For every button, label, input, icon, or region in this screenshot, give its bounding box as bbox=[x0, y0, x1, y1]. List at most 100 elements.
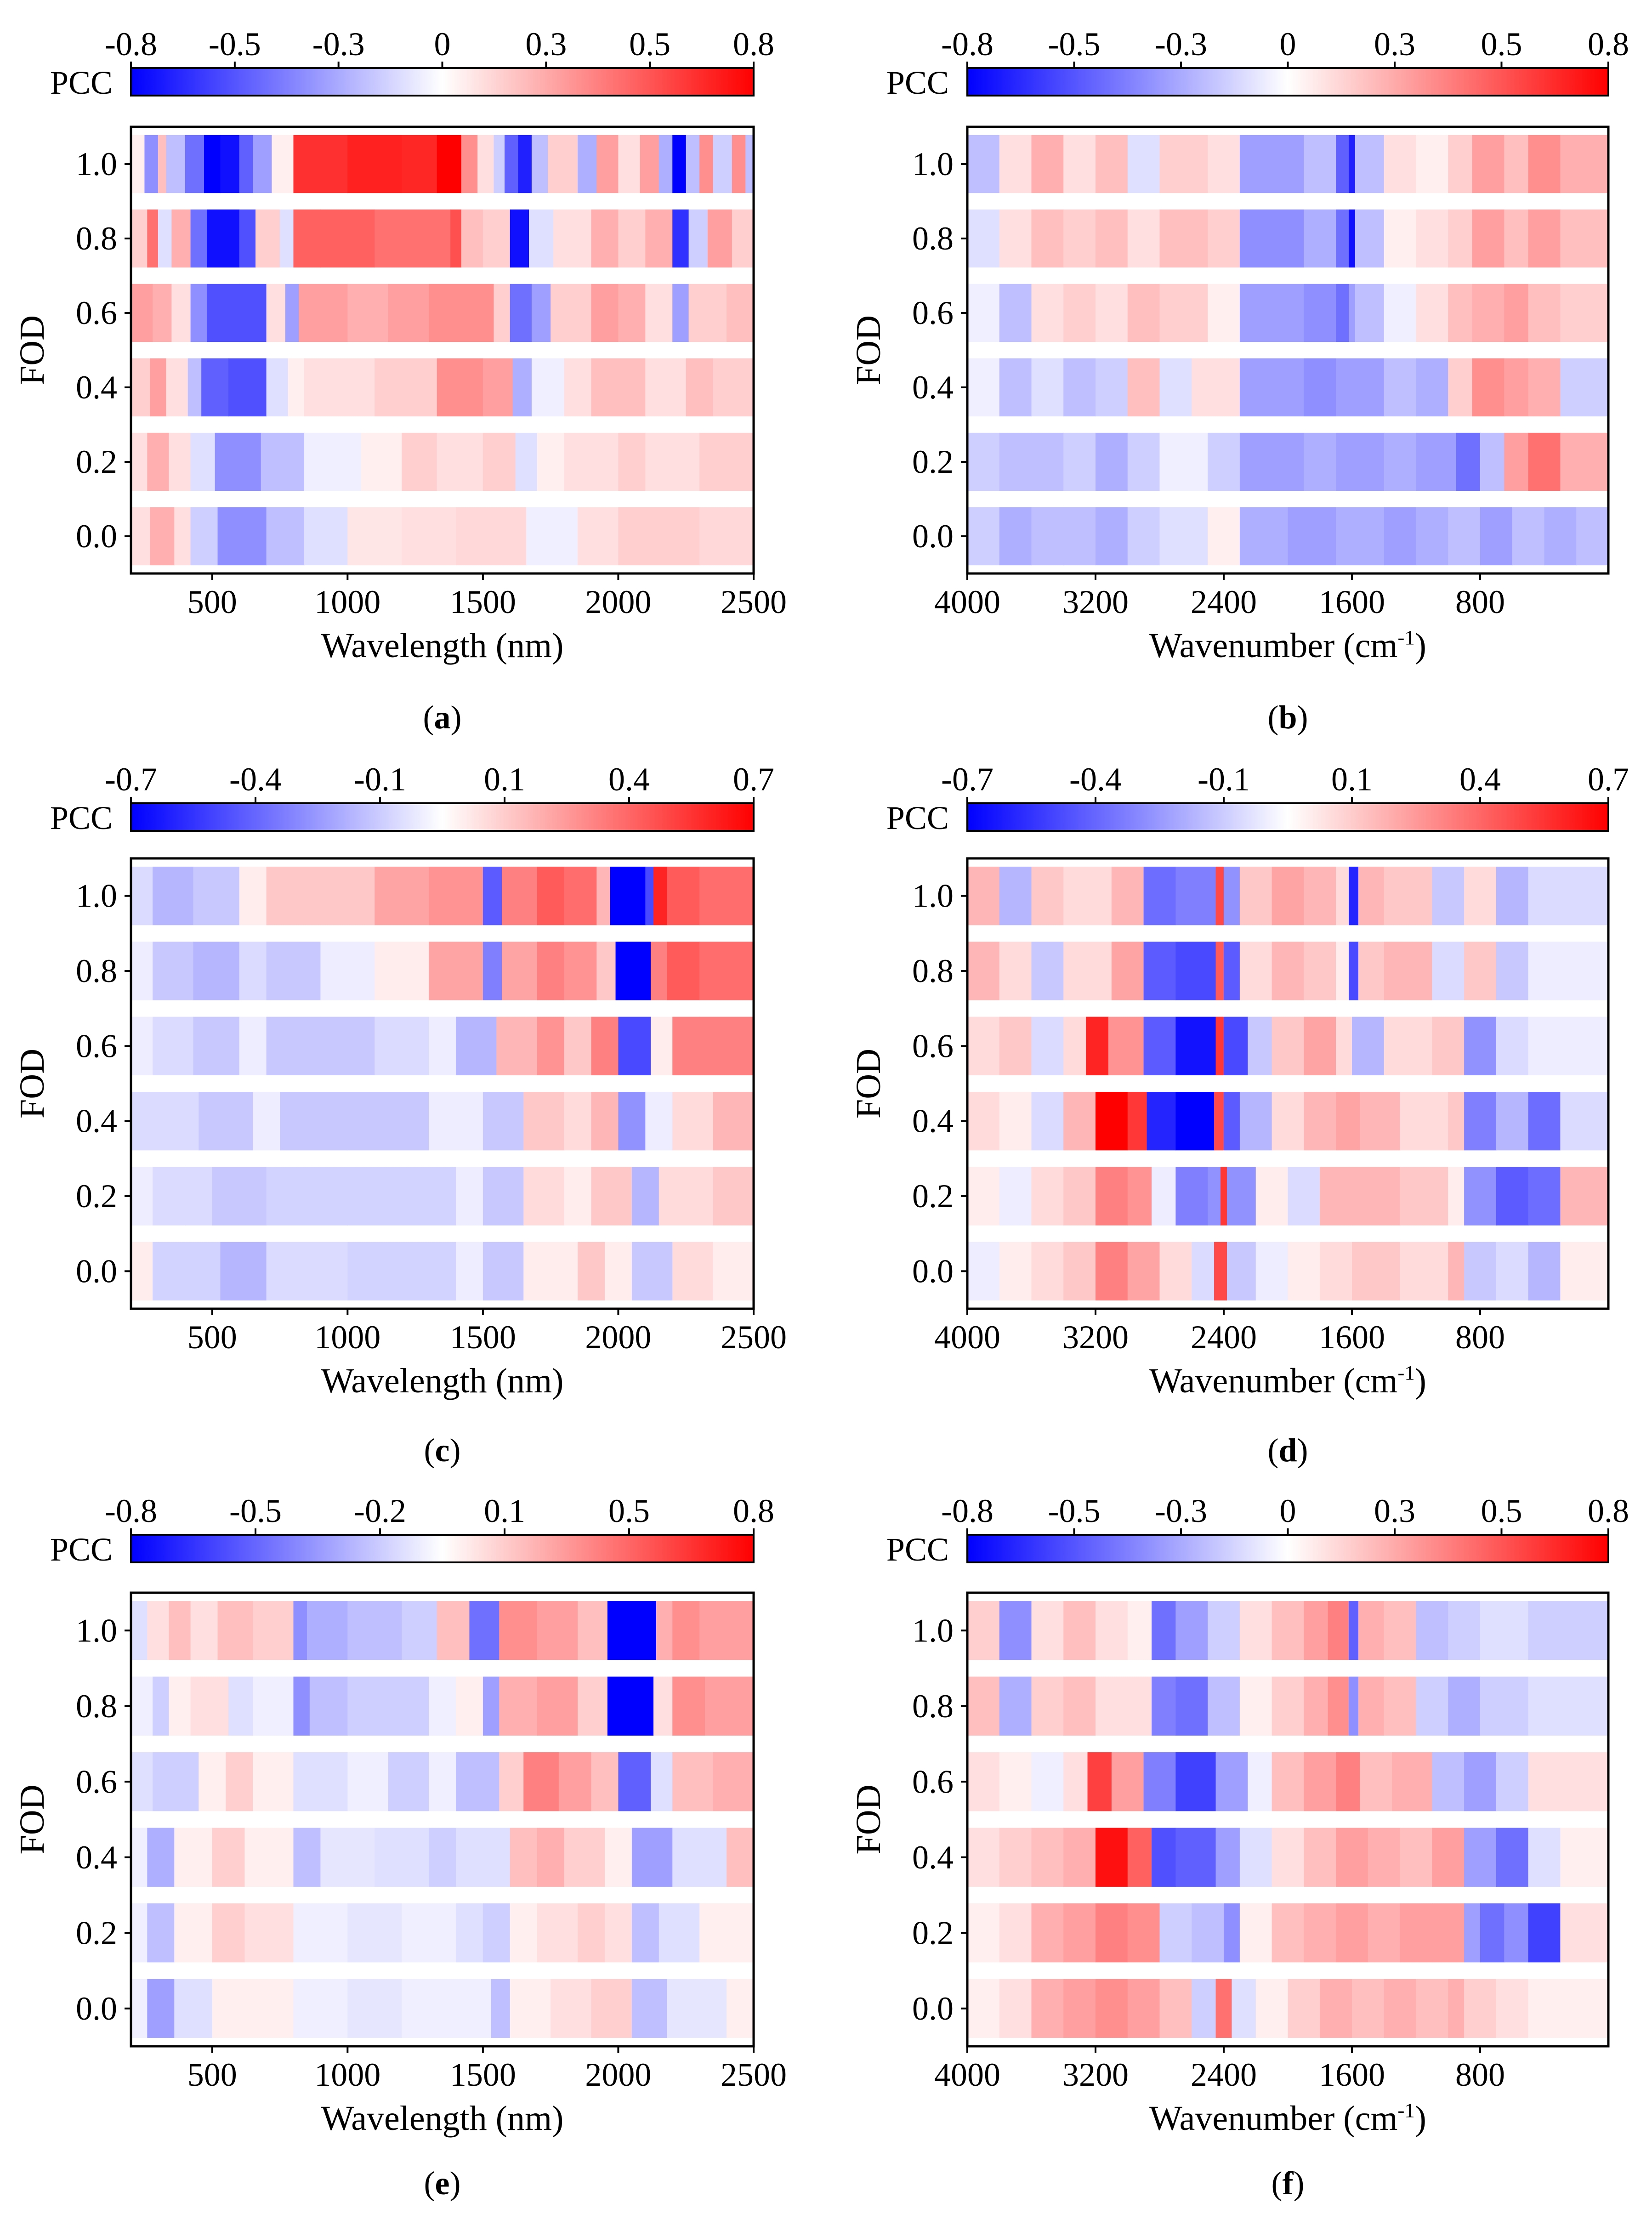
heatmap-cell bbox=[631, 1242, 673, 1301]
heatmap-cell bbox=[1031, 209, 1064, 268]
y-tick-label: 0.2 bbox=[76, 443, 117, 480]
heatmap-cell bbox=[206, 284, 240, 342]
heatmap-cell bbox=[1031, 1828, 1064, 1887]
heatmap-cell bbox=[131, 942, 153, 1000]
heatmap-cell bbox=[402, 1601, 437, 1660]
heatmap-cell bbox=[253, 135, 272, 193]
heatmap-cell bbox=[1239, 284, 1305, 342]
heatmap-cell bbox=[1352, 1979, 1385, 2038]
heatmap-cell bbox=[320, 1828, 375, 1887]
heatmap-cell bbox=[1087, 1752, 1112, 1811]
heatmap-cell bbox=[450, 209, 462, 268]
colorbar bbox=[130, 802, 755, 832]
heatmap-row-fod-0.8 bbox=[131, 209, 754, 268]
heatmap-cell bbox=[999, 432, 1032, 491]
x-tick-label: 2000 bbox=[585, 2056, 651, 2093]
colorbar-tick-label: -0.8 bbox=[941, 1493, 993, 1529]
heatmap-cell bbox=[1392, 1752, 1433, 1811]
heatmap-cell bbox=[1496, 1016, 1529, 1076]
heatmap-cell bbox=[1384, 1601, 1417, 1660]
heatmap-cell bbox=[1175, 1828, 1216, 1887]
heatmap-cell bbox=[631, 1828, 673, 1887]
heatmap-cell bbox=[1159, 358, 1192, 417]
heatmap-cell bbox=[745, 135, 754, 193]
heatmap-cell bbox=[1448, 1601, 1481, 1660]
heatmap-cell bbox=[564, 1167, 592, 1226]
heatmap-cell bbox=[1255, 1242, 1289, 1301]
heatmap-cell bbox=[1336, 1091, 1361, 1151]
heatmap-cell bbox=[293, 209, 321, 268]
heatmap-cell bbox=[239, 209, 256, 268]
heatmap-cell bbox=[999, 1828, 1032, 1887]
heatmap-cell bbox=[1496, 1167, 1529, 1226]
heatmap-cell bbox=[1192, 1979, 1216, 2038]
heatmap-cell bbox=[1472, 209, 1505, 268]
heatmap-cell bbox=[1328, 1676, 1349, 1736]
heatmap-cell bbox=[185, 135, 204, 193]
heatmap-cell bbox=[523, 1091, 565, 1151]
heatmap-cell bbox=[672, 1091, 714, 1151]
heatmap-cell bbox=[169, 1676, 191, 1736]
heatmap-cell bbox=[1400, 1091, 1449, 1151]
heatmap-cell bbox=[158, 209, 172, 268]
heatmap-cell bbox=[1031, 866, 1064, 925]
heatmap-cell bbox=[1208, 284, 1240, 342]
heatmap-cell bbox=[531, 358, 565, 417]
heatmap-row-fod-0.8 bbox=[967, 1676, 1609, 1736]
heatmap-cell bbox=[1127, 432, 1160, 491]
heatmap-cell bbox=[659, 135, 673, 193]
heatmap-cell bbox=[1336, 1016, 1352, 1076]
heatmap-cell bbox=[1416, 284, 1449, 342]
heatmap-cell bbox=[713, 1242, 754, 1301]
heatmap-cell bbox=[1096, 507, 1128, 566]
heatmap-cell bbox=[1432, 1752, 1465, 1811]
heatmap-cell bbox=[1063, 507, 1096, 566]
heatmap-cell bbox=[1063, 1676, 1096, 1736]
heatmap-cell bbox=[1349, 1676, 1359, 1736]
heatmap-cell bbox=[1528, 1676, 1609, 1736]
heatmap-cell bbox=[280, 1091, 348, 1151]
x-tick-label: 2500 bbox=[721, 2056, 787, 2093]
heatmap-cell bbox=[1304, 1601, 1328, 1660]
heatmap-cell bbox=[1528, 1242, 1561, 1301]
heatmap-row-fod-0.6 bbox=[967, 1016, 1609, 1076]
heatmap-cell bbox=[244, 1903, 294, 1963]
heatmap-cell bbox=[239, 866, 267, 925]
heatmap-cell bbox=[1304, 1676, 1328, 1736]
heatmap-cell bbox=[1400, 1828, 1433, 1887]
heatmap-cell bbox=[1221, 1167, 1227, 1226]
heatmap-cell bbox=[193, 1016, 240, 1076]
heatmap-cell bbox=[347, 1752, 389, 1811]
heatmap-cell bbox=[1464, 1016, 1497, 1076]
heatmap-cell bbox=[483, 209, 511, 268]
heatmap-cell bbox=[1159, 1242, 1192, 1301]
y-tick-label: 1.0 bbox=[76, 146, 117, 182]
heatmap-cell bbox=[266, 358, 289, 417]
heatmap-cell bbox=[618, 1091, 646, 1151]
heatmap-cell bbox=[558, 1752, 592, 1811]
heatmap-cell bbox=[1147, 1091, 1176, 1151]
heatmap-cell bbox=[591, 209, 619, 268]
heatmap-cell bbox=[147, 1828, 175, 1887]
x-tick-label: 2400 bbox=[1191, 1319, 1257, 1356]
heatmap-cell bbox=[1152, 1828, 1176, 1887]
heatmap-cell bbox=[187, 358, 202, 417]
heatmap-cell bbox=[967, 1601, 1000, 1660]
panel-label: (f) bbox=[1272, 2165, 1305, 2202]
heatmap-cell bbox=[131, 1601, 148, 1660]
x-tick-label: 1500 bbox=[450, 1319, 516, 1356]
heatmap-cell bbox=[320, 209, 375, 268]
heatmap-cell bbox=[1192, 1242, 1215, 1301]
heatmap-cell bbox=[1464, 1167, 1497, 1226]
heatmap-cell bbox=[1416, 209, 1449, 268]
heatmap-cell bbox=[1159, 135, 1208, 193]
y-axis-label: FOD bbox=[13, 315, 51, 385]
heatmap-cell bbox=[999, 358, 1032, 417]
heatmap-cell bbox=[1127, 1676, 1152, 1736]
heatmap-cell bbox=[537, 866, 565, 925]
heatmap-cell bbox=[483, 1091, 524, 1151]
x-tick-label: 3200 bbox=[1062, 1319, 1129, 1356]
heatmap-cell bbox=[1432, 1828, 1465, 1887]
heatmap-cell bbox=[1152, 1676, 1176, 1736]
x-axis-label: Wavenumber (cm-1) bbox=[1149, 2099, 1426, 2138]
